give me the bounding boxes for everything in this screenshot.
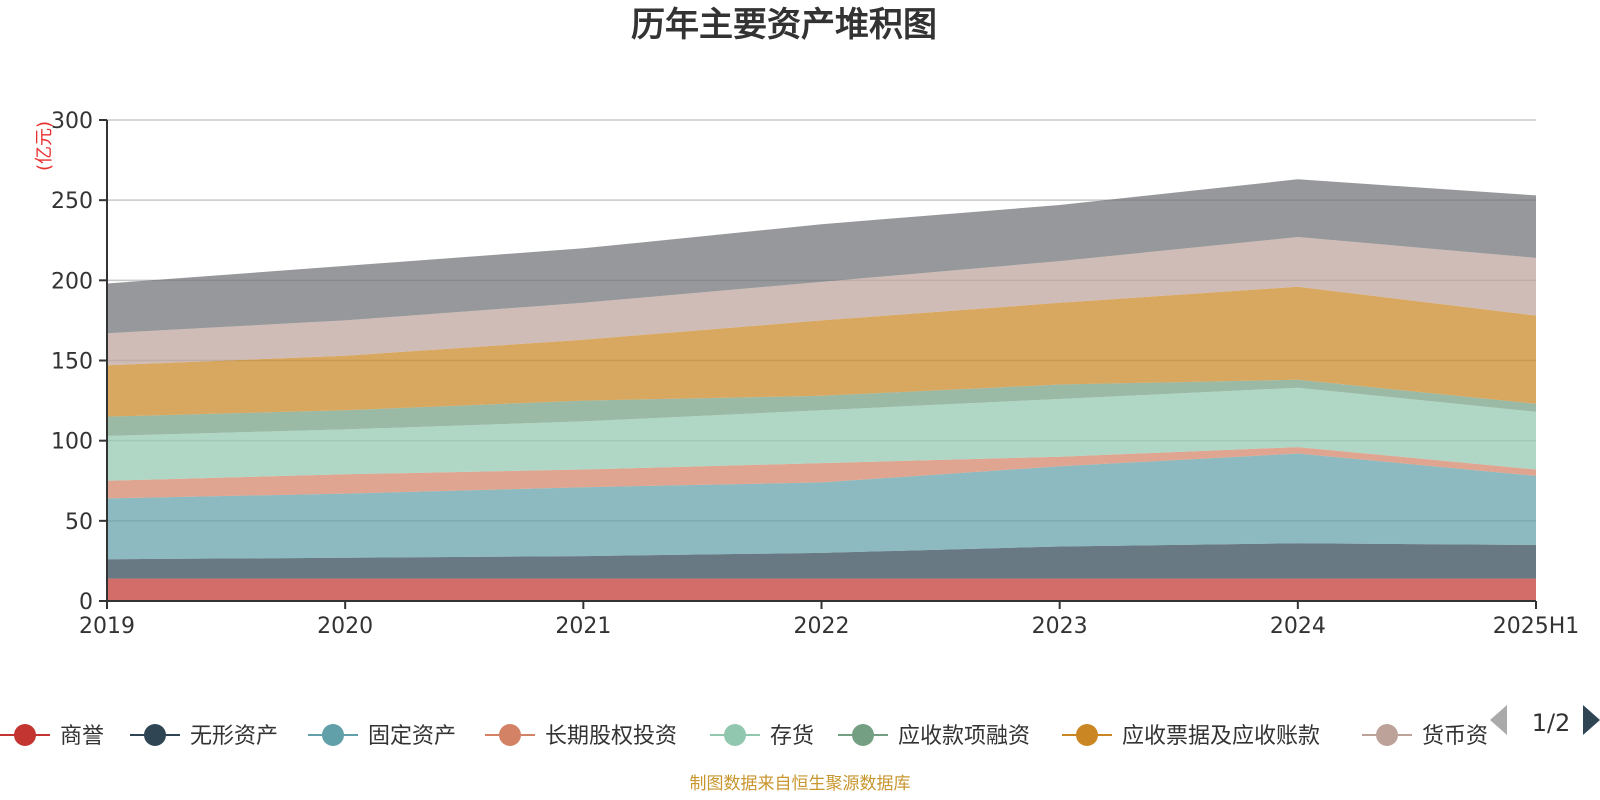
x-tick-label: 2023 [1032,614,1088,639]
area-series-应收款项融资[interactable] [107,379,1536,436]
legend-item-长期股权投资[interactable]: 长期股权投资 [485,724,677,749]
x-tick-label: 2024 [1270,614,1326,639]
y-tick-label: 50 [65,510,93,535]
legend-item-存货[interactable]: 存货 [710,724,814,749]
data-source-note: 制图数据来自恒生聚源数据库 [690,774,911,794]
y-tick-label: 150 [51,350,93,375]
legend-item-商誉[interactable]: 商誉 [0,724,104,749]
legend-pager: 1/2 [1490,705,1600,737]
legend-label: 商誉 [60,724,104,749]
legend-marker-icon [322,724,344,746]
legend-label: 应收款项融资 [898,724,1030,749]
legend-label: 货币资 [1422,724,1488,749]
legend-marker-icon [144,724,166,746]
x-axis-ticks: 2019 2020 2021 2022 2023 2024 2025H1 [79,601,1579,639]
x-tick-label: 2020 [317,614,373,639]
legend-label: 固定资产 [368,724,456,749]
legend-label: 存货 [770,724,814,749]
legend-label: 应收票据及应收账款 [1122,724,1320,749]
legend-marker-icon [852,724,874,746]
legend-prev-page-icon[interactable] [1490,705,1507,735]
legend-next-page-icon[interactable] [1583,705,1600,735]
legend-item-无形资产[interactable]: 无形资产 [130,724,278,749]
legend-item-固定资产[interactable]: 固定资产 [308,724,456,749]
area-series-存货[interactable] [107,387,1536,481]
area-series-长期股权投资[interactable] [107,447,1536,499]
legend-page-indicator: 1/2 [1532,709,1571,737]
y-tick-label: 0 [79,590,93,615]
legend-item-货币资[interactable]: 货币资 [1362,724,1488,749]
area-series-group [107,179,1536,601]
y-tick-label: 250 [51,189,93,214]
legend-item-应收款项融资[interactable]: 应收款项融资 [838,724,1030,749]
y-axis-unit-label: (亿元) [34,121,55,171]
legend-marker-icon [1076,724,1098,746]
area-series-应收票据及应收账款[interactable] [107,286,1536,417]
legend-marker-icon [1376,724,1398,746]
x-tick-label: 2021 [555,614,611,639]
legend-label: 无形资产 [190,724,278,749]
y-tick-label: 200 [51,269,93,294]
x-tick-label: 2022 [794,614,850,639]
legend-item-应收票据及应收账款[interactable]: 应收票据及应收账款 [1062,724,1320,749]
legend-marker-icon [724,724,746,746]
legend-marker-icon [14,724,36,746]
legend-label: 长期股权投资 [545,724,677,749]
y-axis-ticks: 0 50 100 150 200 250 300 [51,109,107,615]
y-tick-label: 300 [51,109,93,134]
area-series-无形资产[interactable] [107,543,1536,579]
y-tick-label: 100 [51,430,93,455]
area-series-series-9[interactable] [107,179,1536,334]
area-series-商誉[interactable] [107,578,1536,601]
x-tick-label: 2025H1 [1493,614,1580,639]
legend: 商誉 无形资产 固定资产 长期股权投资 存货 应收款项融资 应收票据及应收账款 货币资 [0,724,1488,749]
area-series-固定资产[interactable] [107,453,1536,560]
legend-marker-icon [499,724,521,746]
x-tick-label: 2019 [79,614,135,639]
chart-title: 历年主要资产堆积图 [631,5,937,45]
area-series-货币资金[interactable] [107,237,1536,366]
